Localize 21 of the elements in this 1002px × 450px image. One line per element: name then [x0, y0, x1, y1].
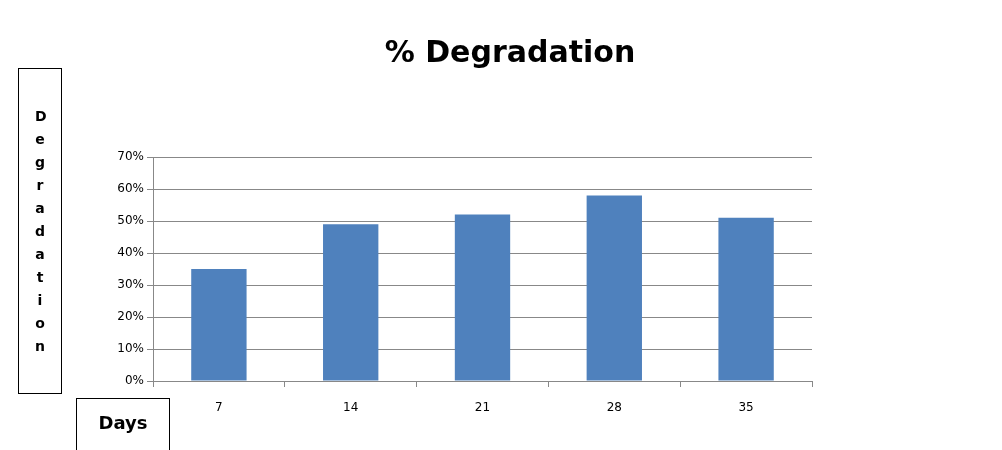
- y-tick-label: 10%: [117, 341, 144, 356]
- text: Degradation: [35, 107, 47, 354]
- x-axis-title: Days: [76, 398, 170, 450]
- bar: [586, 195, 642, 381]
- bar: [191, 269, 247, 381]
- bar: [323, 224, 379, 381]
- bar: [718, 217, 774, 381]
- y-tick-label: 60%: [117, 181, 144, 196]
- y-tick-label: 0%: [124, 373, 144, 388]
- y-tick-label: 50%: [117, 213, 144, 228]
- x-tick-label: 35: [738, 400, 754, 415]
- x-tick-label: 28: [606, 400, 622, 415]
- y-tick-label: 20%: [117, 309, 144, 324]
- x-tick-label: 14: [343, 400, 359, 415]
- y-tick-label: 70%: [117, 149, 144, 164]
- chart-title: % Degradation: [383, 34, 637, 69]
- y-tick-label: 40%: [117, 245, 144, 260]
- x-tick-label: 21: [474, 400, 491, 415]
- y-tick-label: 30%: [117, 277, 144, 292]
- bar: [454, 214, 511, 381]
- x-tick-label: 7: [215, 400, 223, 415]
